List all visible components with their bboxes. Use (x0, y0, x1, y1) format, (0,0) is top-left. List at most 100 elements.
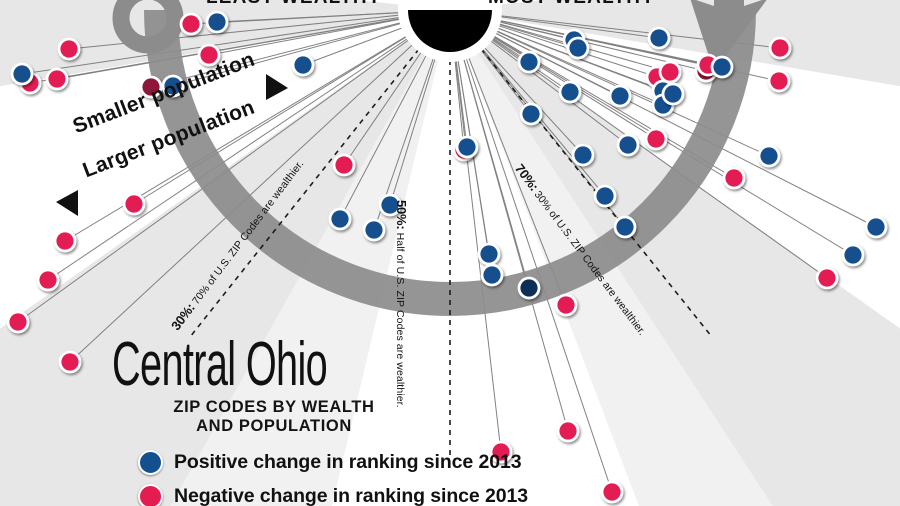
zip-code-dot (6, 310, 30, 334)
ray-line (150, 20, 406, 88)
ray-line (487, 36, 828, 279)
zip-code-dot (53, 229, 77, 253)
hub (398, 0, 502, 62)
ray-line (494, 18, 723, 68)
zip-code-dot (161, 74, 185, 98)
ray-line (47, 35, 413, 281)
ray-line (486, 37, 629, 146)
zip-code-dot (57, 37, 81, 61)
zip-code-dot (613, 215, 637, 239)
larger-population-arrowhead (56, 190, 78, 216)
ray-line (389, 53, 437, 206)
ray-line (64, 33, 411, 242)
legend-item-positive: Positive change in ranking since 2013 (138, 450, 542, 475)
zip-code-dot (768, 36, 792, 60)
ray-line (466, 52, 567, 306)
zip-code-dot (616, 133, 640, 157)
legend-item-negative: Negative change in ranking since 2013 (138, 484, 542, 506)
zip-code-dot (593, 184, 617, 208)
ray-line (454, 55, 465, 151)
ray-line (339, 50, 430, 220)
zip-code-dot (644, 127, 668, 151)
ray-line (208, 17, 405, 56)
zip-code-dot (477, 242, 501, 266)
legend-label-negative: Negative change in ranking since 2013 (174, 485, 528, 506)
zip-code-dot (489, 440, 513, 464)
population-arrowheads (56, 74, 288, 216)
zip-code-dot (205, 10, 229, 34)
title-block: Central Ohio ZIP CODES BY WEALTH AND POP… (112, 330, 542, 506)
legend: Positive change in ranking since 2013 Ne… (138, 450, 542, 506)
ray-line (490, 30, 877, 228)
zip-code-dot (36, 268, 60, 292)
zip-code-dot (197, 43, 221, 67)
zip-code-dot (710, 55, 734, 79)
zip-code-dot (332, 153, 356, 177)
legend-swatch-positive (138, 450, 163, 475)
ray-line (495, 15, 660, 39)
ray-line (480, 43, 584, 156)
ray-line (172, 21, 406, 87)
zip-code-dot (558, 80, 582, 104)
ray-lines (17, 11, 877, 493)
ray-line (479, 45, 606, 197)
legend-label-positive: Positive change in ranking since 2013 (174, 451, 522, 473)
zip-code-dot (658, 60, 682, 84)
zip-code-dot (139, 75, 163, 99)
ray-line (133, 33, 412, 205)
ray-line (216, 11, 405, 23)
zip-code-dot (556, 419, 580, 443)
zip-code-dot (58, 350, 82, 374)
zip-code-dot (647, 26, 671, 50)
zip-code-dot (517, 50, 541, 74)
zip-code-dot (480, 263, 504, 287)
zip-code-dot (179, 12, 203, 36)
page-subtitle: ZIP CODES BY WEALTH AND POPULATION (144, 398, 404, 436)
zip-code-dot (362, 218, 386, 242)
zip-code-dot (291, 53, 315, 77)
zip-code-dot (455, 135, 479, 159)
zip-code-dot (378, 193, 402, 217)
zip-code-dot (566, 36, 590, 60)
zip-code-dot (571, 143, 595, 167)
data-points (6, 10, 888, 504)
zip-code-dot (661, 82, 685, 106)
ray-line (302, 25, 408, 66)
zip-code-dot (600, 480, 624, 504)
ray-line (492, 25, 674, 95)
zip-code-dot (841, 243, 865, 267)
axis-cap-least-wealthy: LEAST WEALTHY (206, 0, 382, 9)
ray-line (455, 55, 468, 148)
zip-code-dot (815, 266, 839, 290)
zip-code-dot (122, 192, 146, 216)
zip-code-dot (864, 215, 888, 239)
legend-swatch-negative (138, 484, 163, 506)
reference-spokes (189, 9, 713, 460)
zip-code-dot (45, 67, 69, 91)
ray-line (456, 55, 493, 276)
zip-code-dot (757, 144, 781, 168)
zip-code-dot (554, 293, 578, 317)
axis-cap-most-wealthy: MOST WEALTHY (488, 0, 655, 9)
ring-label-50-pct: 50%: (394, 200, 409, 230)
ray-line (491, 28, 664, 106)
ray-line (461, 54, 569, 432)
ray-line (343, 47, 425, 166)
zip-code-dot (517, 276, 541, 300)
zip-code-dot (519, 102, 543, 126)
smaller-population-arrowhead (266, 74, 288, 100)
page-title: Central Ohio (112, 330, 328, 399)
zip-code-dot (722, 166, 746, 190)
subtitle-line-2: AND POPULATION (196, 417, 352, 435)
zip-code-dot (328, 207, 352, 231)
subtitle-line-1: ZIP CODES BY WEALTH (173, 398, 375, 416)
ray-line (477, 45, 532, 115)
ray-line (56, 17, 405, 80)
zip-code-dot (767, 69, 791, 93)
zip-code-dot (608, 84, 632, 108)
ray-line (489, 33, 854, 256)
zip-code-dot (10, 62, 34, 86)
